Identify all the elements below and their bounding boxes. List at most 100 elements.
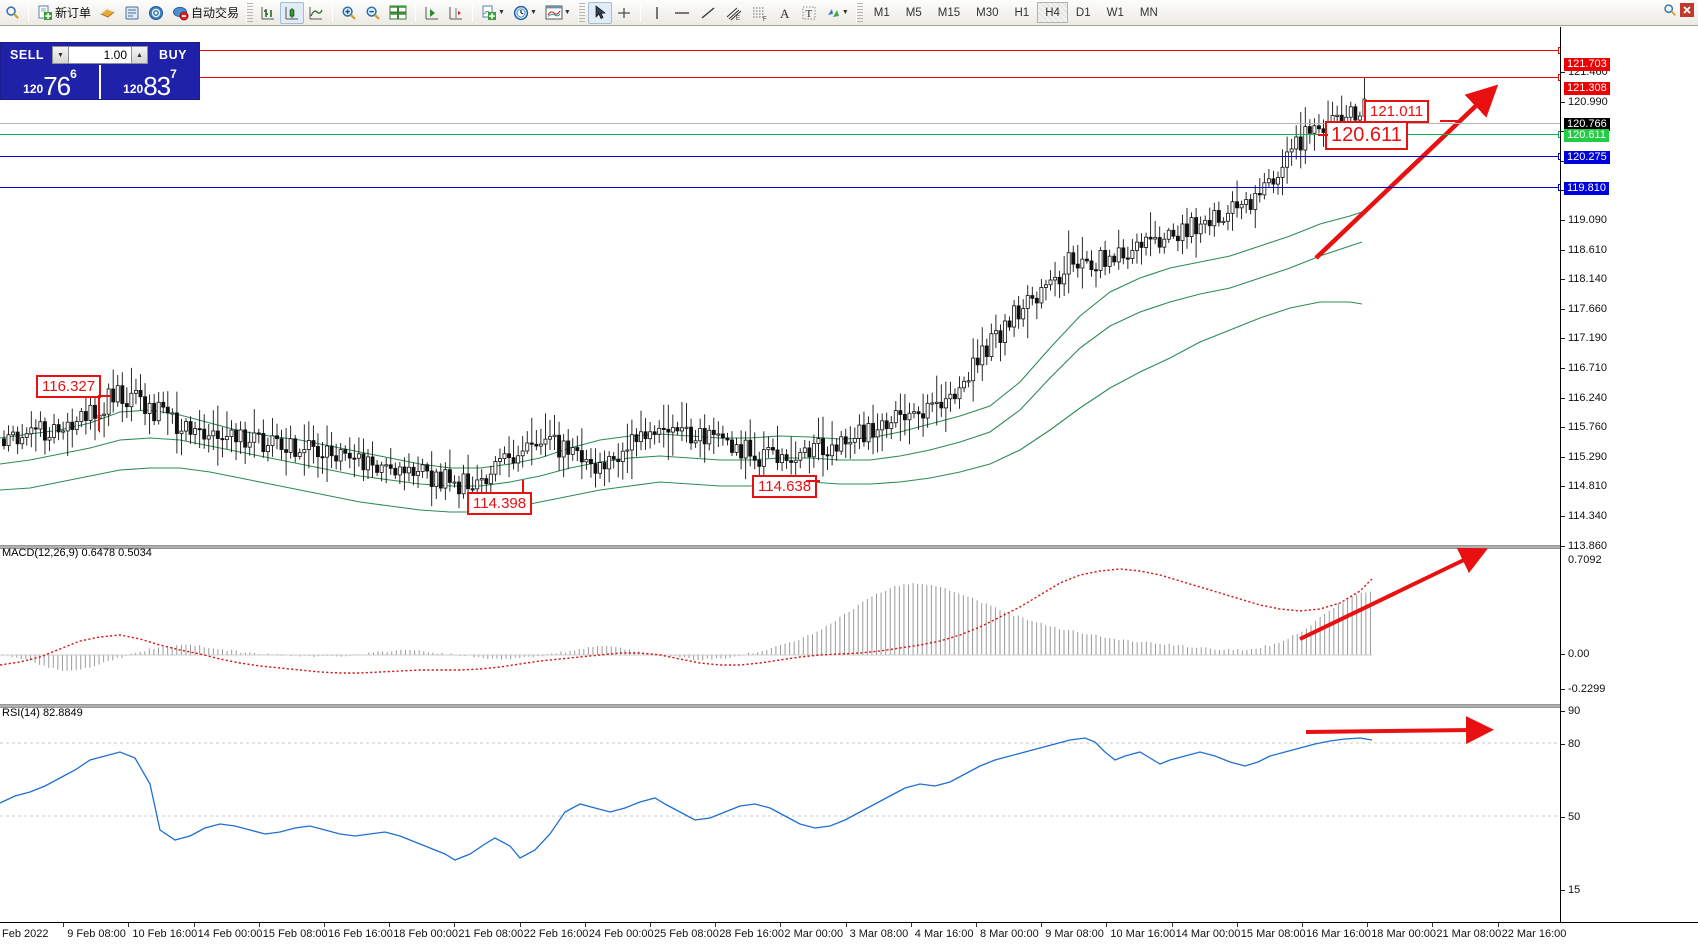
templates-icon[interactable]: ▼ — [541, 2, 575, 24]
annotation-121-011[interactable]: 121.011 — [1364, 100, 1430, 123]
price-badge-buy-stop-level[interactable]: 119.810 — [1564, 182, 1609, 195]
time-axis-tick — [454, 923, 456, 927]
price-line-120-275[interactable] — [0, 153, 1565, 160]
sell-price-quote[interactable]: 120 76 6 — [1, 65, 99, 99]
time-axis-label: Feb 2022 — [2, 928, 49, 940]
chart-area[interactable]: USDJPY-,H4 120.758 120.827 120.754 120.7… — [0, 27, 1698, 944]
cursor-arrow-icon[interactable] — [587, 1, 612, 24]
scroll-to-start-icon[interactable] — [420, 2, 444, 24]
macd-trend-arrow — [1299, 547, 1489, 641]
price-badge-sell-level[interactable]: 121.308 — [1564, 82, 1610, 95]
add-indicator-button[interactable]: ▼ — [477, 2, 509, 24]
horizontal-line-icon[interactable] — [669, 2, 695, 24]
new-order-button[interactable]: 新订单 — [33, 2, 95, 24]
volume-down-icon[interactable]: ▼ — [52, 46, 69, 64]
autotrading-button[interactable]: 自动交易 — [168, 2, 243, 24]
price-axis-tick: 121.460 — [1568, 66, 1608, 78]
zoom-in-icon[interactable] — [337, 2, 361, 24]
price-badge-bid-price[interactable]: 120.766 — [1564, 118, 1610, 131]
chevron-down-icon[interactable]: ▼ — [563, 9, 571, 16]
price-badge-buy-level[interactable]: 120.275 — [1564, 151, 1610, 164]
toolbar-separator — [472, 3, 474, 22]
volume-up-icon[interactable]: ▲ — [131, 46, 148, 64]
price-axis-tick-mark — [1561, 456, 1565, 458]
annotation-120-611[interactable]: 120.611 — [1325, 121, 1408, 150]
chevron-down-icon[interactable]: ▼ — [841, 9, 849, 16]
line-chart-icon[interactable] — [304, 2, 328, 24]
price-axis-tick: 115.760 — [1568, 421, 1607, 434]
text-box-icon[interactable]: T — [797, 2, 821, 24]
main-toolbar: 新订单 自动交易 — [0, 0, 1698, 26]
volume-stepper[interactable]: ▼ 1.00 ▲ — [52, 46, 148, 64]
rsi-axis-tick-3: 15 — [1568, 884, 1581, 896]
bar-chart-icon[interactable] — [256, 2, 280, 24]
tile-windows-icon[interactable] — [385, 2, 411, 24]
timeframe-w1[interactable]: W1 — [1106, 6, 1124, 19]
timeframe-h1[interactable]: H1 — [1014, 6, 1030, 19]
chevron-down-icon[interactable]: ▼ — [498, 9, 505, 16]
trendline-icon[interactable] — [695, 2, 721, 24]
crosshair-icon[interactable] — [612, 2, 636, 24]
price-axis-tick-mark — [1561, 220, 1565, 221]
signals-icon[interactable] — [144, 2, 168, 24]
price-axis-tick-mark — [1561, 72, 1565, 73]
expert-advisor-icon[interactable] — [95, 2, 120, 24]
toolbar-separator — [415, 3, 417, 22]
timeframe-mn[interactable]: MN — [1139, 6, 1158, 19]
price-line-119-810[interactable] — [0, 184, 1565, 191]
time-axis[interactable]: Feb 2022 9 Feb 08:00 10 Feb 16:00 14 Feb 00… — [0, 922, 1698, 944]
pane-separator-1[interactable] — [0, 545, 1698, 549]
text-label-icon[interactable]: A — [773, 2, 797, 24]
price-axis-tick: 117.660 — [1568, 302, 1607, 315]
price-badge-ask-price[interactable]: 120.611 — [1564, 129, 1609, 142]
metaeditor-icon[interactable] — [120, 2, 144, 24]
time-axis-tick — [650, 923, 651, 927]
price-axis-tick-mark — [1561, 279, 1565, 281]
volume-input[interactable]: 1.00 — [69, 46, 131, 64]
price-pane[interactable]: 121.011 120.611 116.327 114.398 114.638 — [0, 40, 1565, 545]
fibonacci-retracement-icon[interactable]: F — [747, 2, 773, 24]
sell-button[interactable]: SELL — [10, 48, 44, 62]
timeframe-m1[interactable]: M1 — [873, 6, 890, 19]
annotation-116-327[interactable]: 116.327 — [36, 375, 102, 398]
timeframe-h4[interactable]: H4 — [1037, 2, 1068, 23]
buy-button[interactable]: BUY — [159, 48, 187, 62]
search-small-icon[interactable] — [1663, 3, 1677, 22]
one-click-trading-panel[interactable]: SELL ▼ 1.00 ▲ BUY 120 76 6 120 83 7 — [0, 42, 200, 100]
rsi-pane[interactable]: RSI(14) 82.8849 — [0, 707, 1560, 916]
buy-price-quote[interactable]: 120 83 7 — [99, 65, 199, 99]
svg-text:A: A — [780, 6, 790, 21]
zoom-out-icon[interactable] — [361, 2, 385, 24]
macd-pane[interactable]: MACD(12,26,9) 0.6478 0.5034 — [0, 547, 1560, 704]
equidistant-channel-icon[interactable]: E — [721, 2, 747, 24]
close-icon[interactable] — [1680, 3, 1694, 22]
time-axis-label: 21 Mar 08:00 — [1436, 928, 1502, 940]
timeframe-d1[interactable]: D1 — [1075, 6, 1091, 19]
search-icon[interactable] — [0, 2, 24, 24]
timeframe-m5[interactable]: M5 — [905, 6, 922, 19]
price-axis-tick-mark — [1561, 545, 1565, 547]
pane-separator-2[interactable] — [0, 704, 1698, 708]
vertical-line-icon[interactable] — [645, 2, 669, 24]
price-line-121-308[interactable] — [0, 74, 1565, 81]
period-clock-icon[interactable]: ▼ — [509, 2, 541, 24]
timeframe-m30[interactable]: M30 — [976, 6, 999, 19]
toolbar-grip[interactable] — [246, 2, 254, 23]
price-line-121-703[interactable] — [0, 47, 1565, 54]
price-axis-tick-mark — [1561, 101, 1565, 103]
time-axis-label: 24 Feb 00:00 — [588, 928, 654, 940]
annotation-114-638[interactable]: 114.638 — [752, 475, 818, 498]
chevron-down-icon[interactable]: ▼ — [529, 9, 537, 16]
toolbar-grip[interactable] — [577, 2, 585, 23]
time-axis-tick — [910, 923, 912, 927]
price-axis[interactable]: 121.460120.990120.510120.040119.560119.0… — [1560, 27, 1698, 944]
price-badge-sell-stop-level[interactable]: 121.703 — [1564, 58, 1610, 71]
toolbar-grip[interactable] — [855, 2, 863, 23]
time-axis-tick — [584, 923, 586, 927]
arrows-shapes-icon[interactable]: ▼ — [821, 2, 853, 24]
candlestick-chart-icon[interactable] — [280, 1, 305, 24]
annotation-114-398[interactable]: 114.398 — [467, 492, 533, 515]
chart-shift-icon[interactable] — [444, 2, 468, 24]
timeframe-m15[interactable]: M15 — [937, 6, 961, 19]
price-axis-tick-mark — [1561, 249, 1565, 251]
